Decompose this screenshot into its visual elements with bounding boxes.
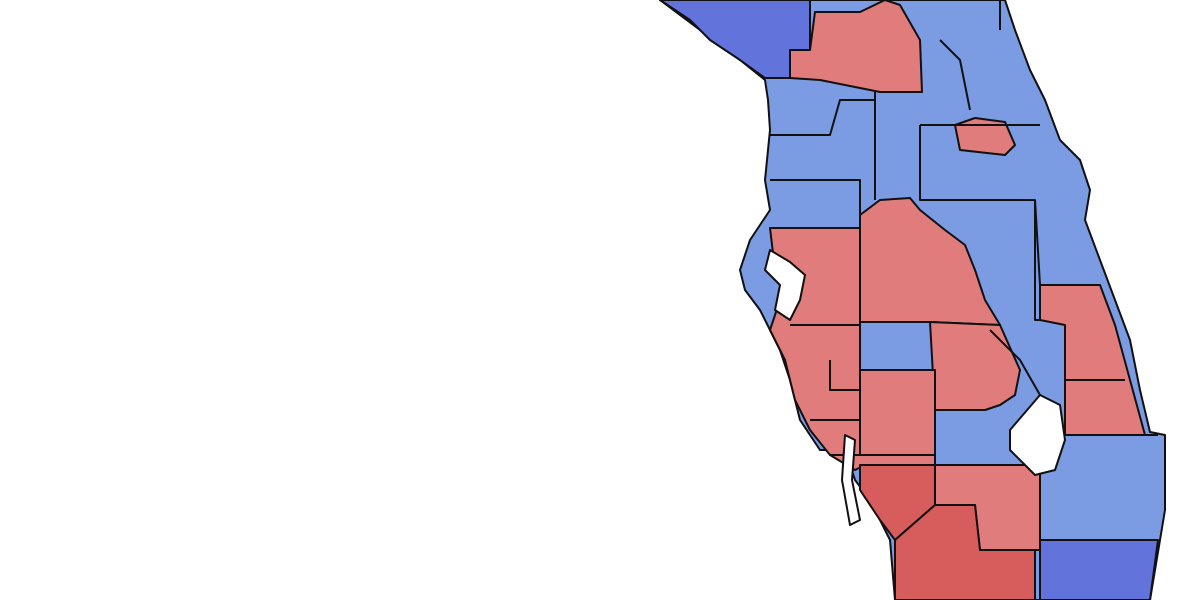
county-border bbox=[939, 39, 971, 111]
county-region bbox=[859, 197, 1001, 326]
county-region bbox=[894, 504, 1036, 600]
county-region bbox=[659, 0, 811, 79]
county-border bbox=[989, 329, 1041, 396]
bay bbox=[764, 249, 806, 321]
county-region bbox=[789, 0, 923, 93]
county-border bbox=[829, 360, 860, 391]
county-region bbox=[954, 117, 1016, 156]
lake bbox=[1009, 394, 1066, 476]
county-border bbox=[770, 179, 861, 228]
county-border bbox=[1034, 200, 1040, 321]
bay bbox=[841, 434, 861, 526]
county-region bbox=[859, 369, 936, 456]
county-border bbox=[919, 125, 1041, 286]
county-region bbox=[1039, 539, 1159, 600]
county-border bbox=[770, 99, 875, 136]
county-region bbox=[929, 321, 1021, 411]
